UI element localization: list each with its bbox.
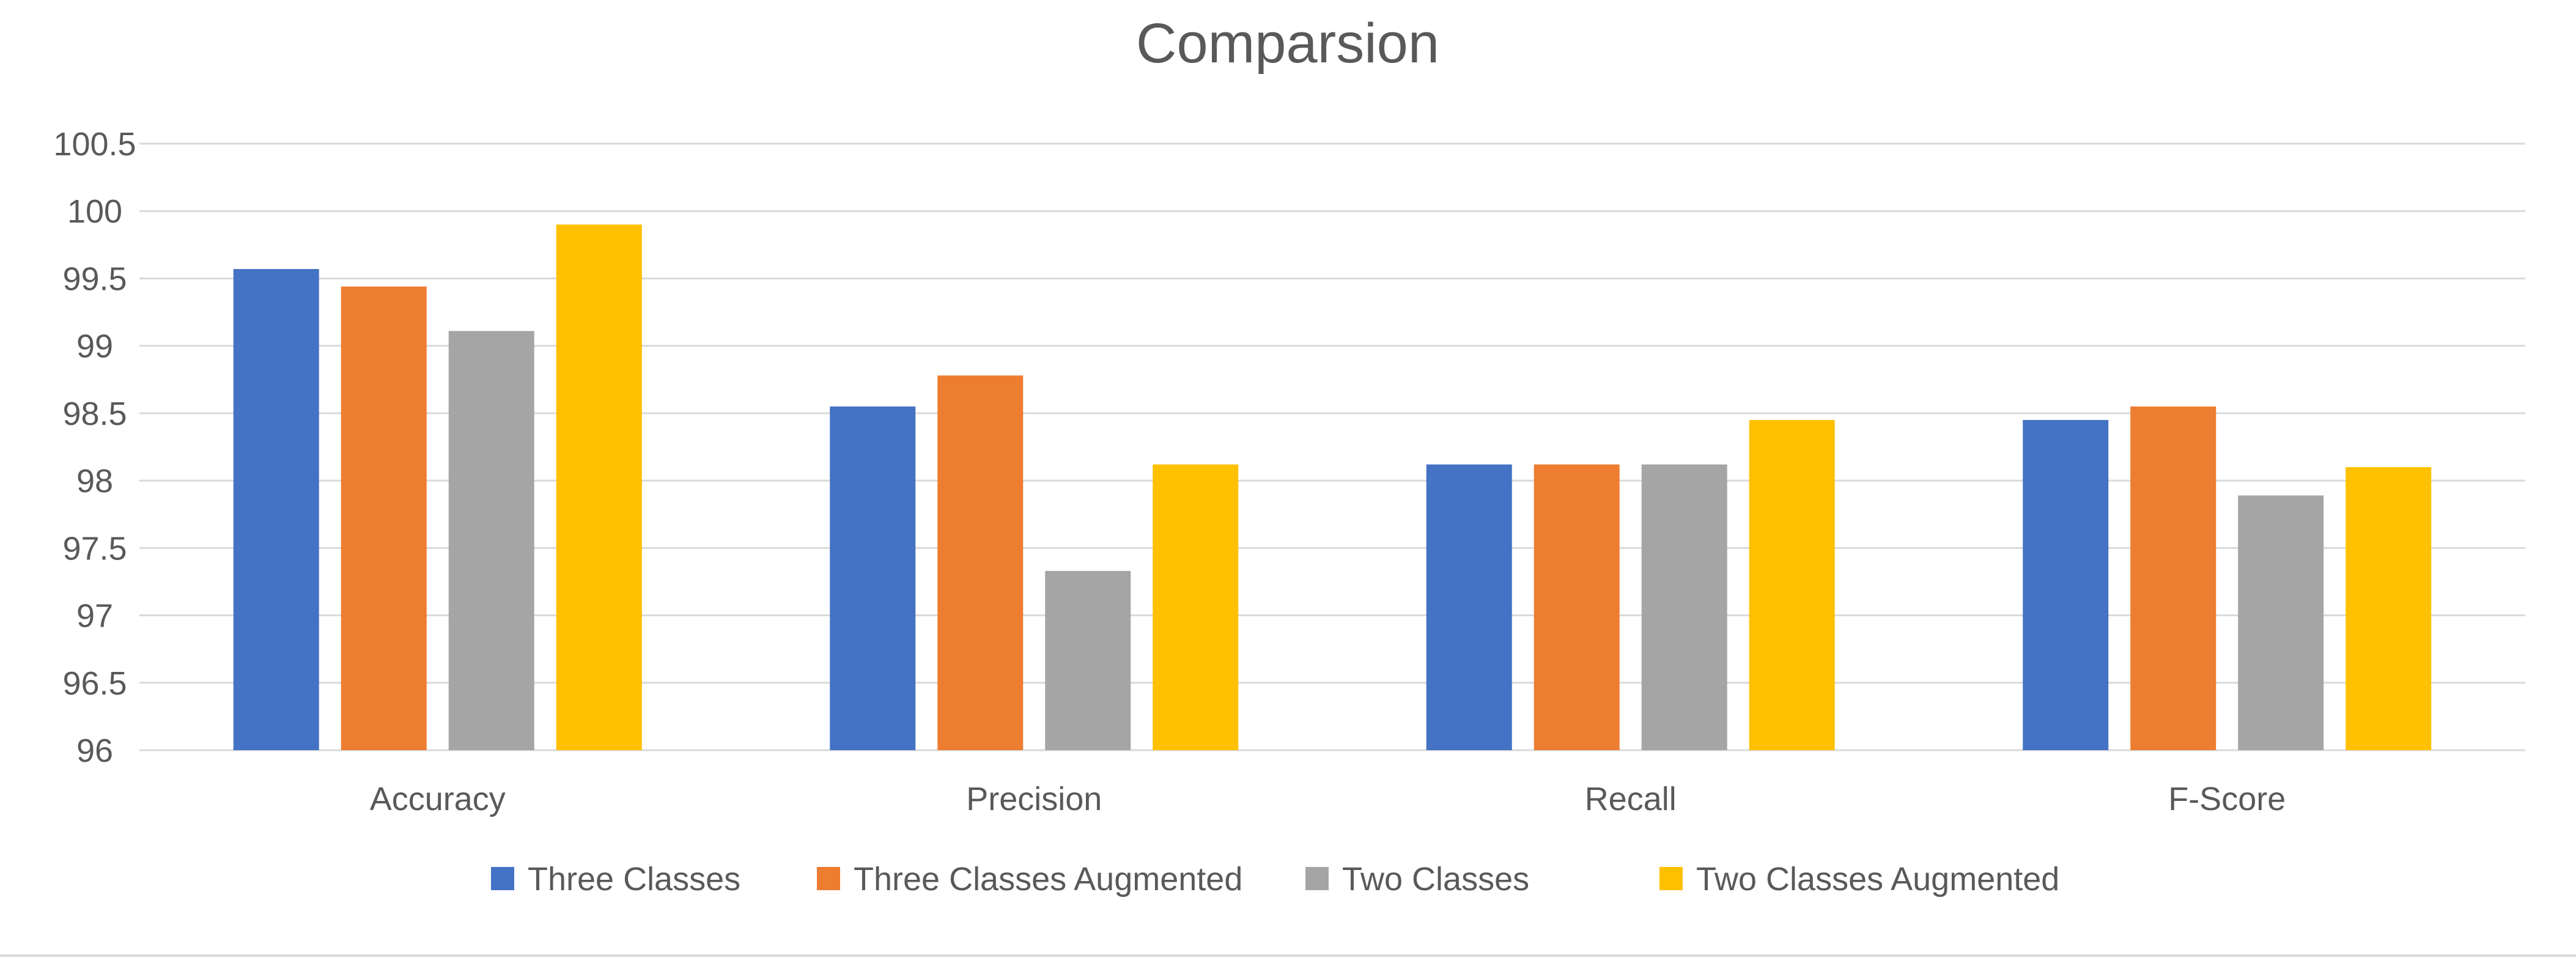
bar-recall-two-classes bbox=[1641, 464, 1727, 750]
legend: Three Classes Three Classes Augmented Two … bbox=[491, 861, 2059, 898]
bar-precision-two-classes bbox=[1045, 570, 1131, 750]
y-tick-label: 98 bbox=[76, 463, 113, 500]
bars bbox=[233, 224, 2432, 751]
x-category-label: F-Score bbox=[2168, 781, 2286, 817]
bar-precision-three-classes-augmented bbox=[937, 375, 1024, 750]
legend-swatch bbox=[491, 867, 514, 890]
legend-label: Two Classes bbox=[1342, 861, 1529, 898]
x-category-label: Precision bbox=[966, 781, 1102, 817]
legend-swatch bbox=[1305, 867, 1329, 890]
y-tick-label: 99 bbox=[76, 328, 113, 365]
y-tick-label: 97 bbox=[76, 598, 113, 635]
y-axis-tick-labels: 96 96.5 97 97.5 98 98.5 99 99.5 100 100.5 bbox=[53, 126, 136, 769]
bar-accuracy-three-classes-augmented bbox=[341, 286, 427, 750]
bar-precision-three-classes bbox=[830, 406, 916, 750]
legend-swatch bbox=[1659, 867, 1683, 890]
gridlines bbox=[139, 142, 2525, 751]
y-tick-label: 97.5 bbox=[62, 530, 127, 567]
chart-title: Comparsion bbox=[1136, 12, 1439, 75]
y-tick-label: 98.5 bbox=[62, 396, 127, 432]
bar-f-score-three-classes bbox=[2023, 419, 2109, 750]
x-axis-category-labels: Accuracy Precision Recall F-Score bbox=[370, 781, 2286, 817]
bar-recall-two-classes-augmented bbox=[1749, 419, 1835, 750]
bar-accuracy-two-classes-augmented bbox=[556, 224, 642, 750]
y-tick-label: 100.5 bbox=[53, 126, 136, 163]
x-category-label: Recall bbox=[1585, 781, 1677, 817]
legend-label: Three Classes Augmented bbox=[854, 861, 1242, 898]
legend-swatch bbox=[817, 867, 840, 890]
y-tick-label: 99.5 bbox=[62, 260, 127, 297]
bar-f-score-two-classes-augmented bbox=[2345, 467, 2432, 750]
x-category-label: Accuracy bbox=[370, 781, 506, 817]
bar-precision-two-classes-augmented bbox=[1153, 464, 1239, 750]
bar-f-score-two-classes bbox=[2238, 495, 2324, 750]
bar-recall-three-classes bbox=[1426, 464, 1512, 750]
y-tick-label: 96 bbox=[76, 732, 113, 769]
y-tick-label: 96.5 bbox=[62, 665, 127, 702]
legend-label: Three Classes bbox=[528, 861, 740, 898]
bar-f-score-three-classes-augmented bbox=[2130, 406, 2216, 750]
y-tick-label: 100 bbox=[67, 193, 122, 230]
bar-recall-three-classes-augmented bbox=[1533, 464, 1620, 750]
legend-label: Two Classes Augmented bbox=[1696, 861, 2059, 898]
bar-accuracy-two-classes bbox=[448, 331, 534, 750]
bar-accuracy-three-classes bbox=[233, 269, 319, 751]
